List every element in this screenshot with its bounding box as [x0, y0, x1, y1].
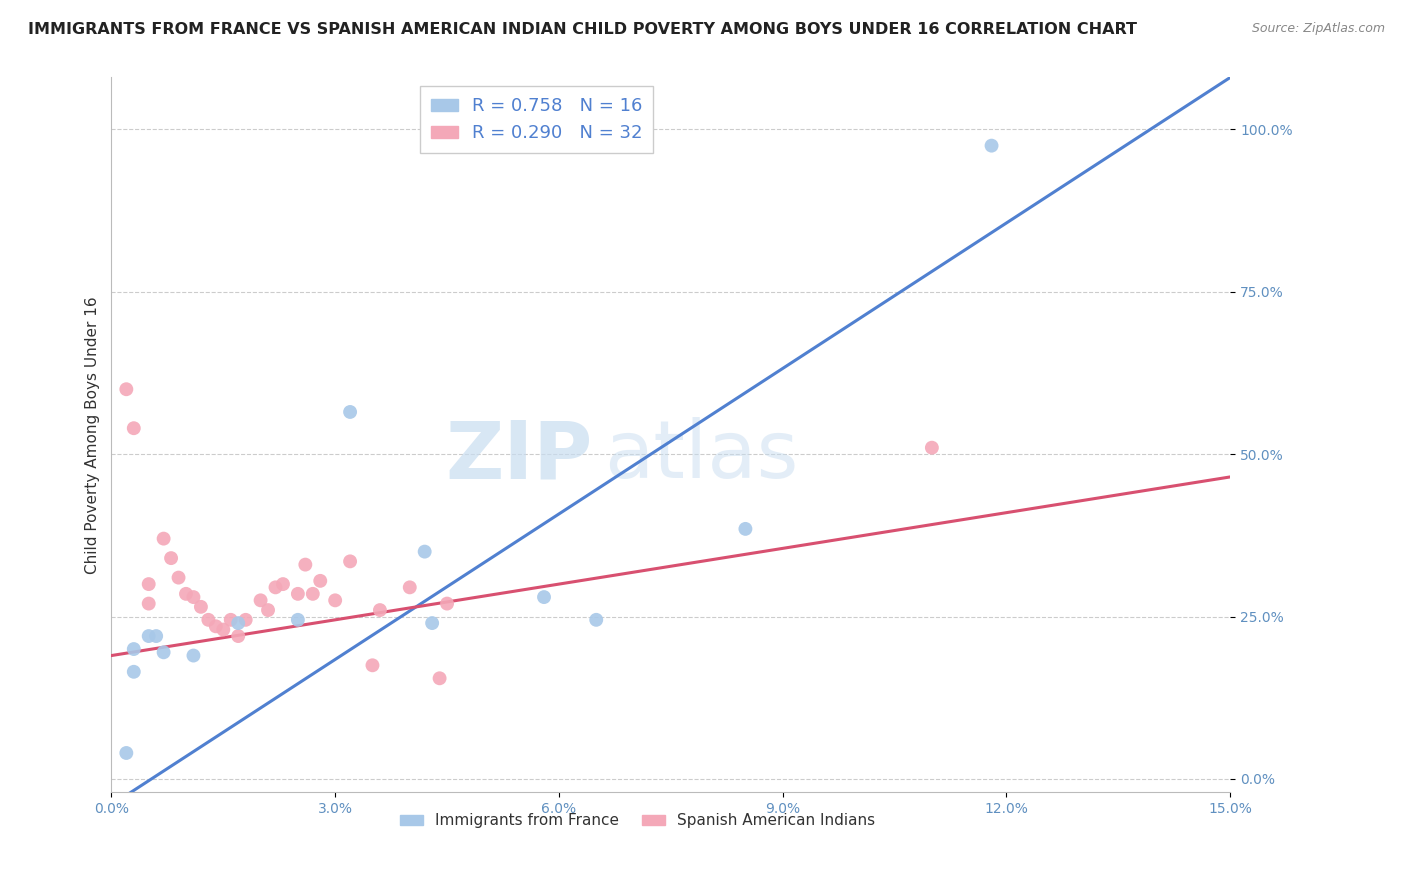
Legend: Immigrants from France, Spanish American Indians: Immigrants from France, Spanish American…: [394, 807, 882, 834]
Point: [152, 645, 174, 659]
Point: [249, 593, 271, 607]
Point: [122, 421, 145, 435]
Point: [122, 642, 145, 657]
Point: [287, 587, 309, 601]
Point: [398, 580, 420, 594]
Y-axis label: Child Poverty Among Boys Under 16: Child Poverty Among Boys Under 16: [86, 296, 100, 574]
Point: [429, 671, 451, 685]
Point: [115, 746, 138, 760]
Point: [309, 574, 332, 588]
Point: [226, 616, 249, 631]
Point: [160, 551, 183, 566]
Point: [226, 629, 249, 643]
Point: [145, 629, 167, 643]
Point: [122, 665, 145, 679]
Point: [436, 597, 458, 611]
Point: [301, 587, 323, 601]
Point: [235, 613, 257, 627]
Point: [138, 577, 160, 591]
Point: [138, 597, 160, 611]
Point: [183, 590, 205, 604]
Point: [190, 599, 212, 614]
Point: [264, 580, 287, 594]
Point: [339, 405, 361, 419]
Point: [257, 603, 280, 617]
Point: [183, 648, 205, 663]
Point: [533, 590, 555, 604]
Point: [197, 613, 219, 627]
Point: [174, 587, 197, 601]
Point: [287, 613, 309, 627]
Point: [921, 441, 943, 455]
Point: [368, 603, 391, 617]
Point: [734, 522, 756, 536]
Point: [413, 544, 436, 558]
Point: [339, 554, 361, 568]
Point: [152, 532, 174, 546]
Point: [420, 616, 443, 631]
Point: [294, 558, 316, 572]
Text: atlas: atlas: [603, 417, 799, 495]
Text: ZIP: ZIP: [446, 417, 592, 495]
Point: [323, 593, 346, 607]
Point: [205, 619, 228, 633]
Text: Source: ZipAtlas.com: Source: ZipAtlas.com: [1251, 22, 1385, 36]
Point: [212, 623, 235, 637]
Point: [361, 658, 384, 673]
Point: [585, 613, 607, 627]
Point: [115, 382, 138, 396]
Point: [980, 138, 1002, 153]
Text: IMMIGRANTS FROM FRANCE VS SPANISH AMERICAN INDIAN CHILD POVERTY AMONG BOYS UNDER: IMMIGRANTS FROM FRANCE VS SPANISH AMERIC…: [28, 22, 1137, 37]
Point: [138, 629, 160, 643]
Point: [219, 613, 242, 627]
Point: [271, 577, 294, 591]
Point: [167, 571, 190, 585]
